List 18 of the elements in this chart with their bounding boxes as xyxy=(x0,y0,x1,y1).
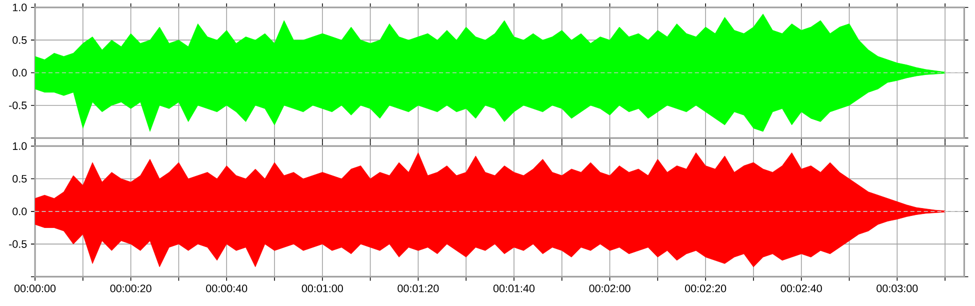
y-tick-label: 0.0 xyxy=(12,68,27,76)
x-tick-label: 00:03:00 xyxy=(876,284,918,292)
y-tick-label: -0.5 xyxy=(9,240,27,248)
x-tick-label: 00:00:00 xyxy=(14,284,56,292)
x-tick-label: 00:01:00 xyxy=(302,284,343,292)
x-tick-label: 00:02:40 xyxy=(780,284,822,292)
x-tick-label: 00:01:40 xyxy=(493,284,535,292)
y-tick-label: 0.0 xyxy=(12,207,27,216)
x-tick-label: 00:02:20 xyxy=(685,284,726,292)
y-tick-label: 1.0 xyxy=(12,142,27,150)
y-tick-label: 1.0 xyxy=(12,3,27,12)
y-tick-label: 0.5 xyxy=(12,36,27,44)
y-tick-label: 0.5 xyxy=(12,174,27,182)
x-tick-label: 00:00:20 xyxy=(110,284,152,292)
y-tick-label: -0.5 xyxy=(9,101,27,110)
x-tick-label: 00:02:00 xyxy=(589,284,630,292)
x-tick-label: 00:00:40 xyxy=(206,284,248,292)
x-tick-label: 00:01:20 xyxy=(398,284,439,292)
